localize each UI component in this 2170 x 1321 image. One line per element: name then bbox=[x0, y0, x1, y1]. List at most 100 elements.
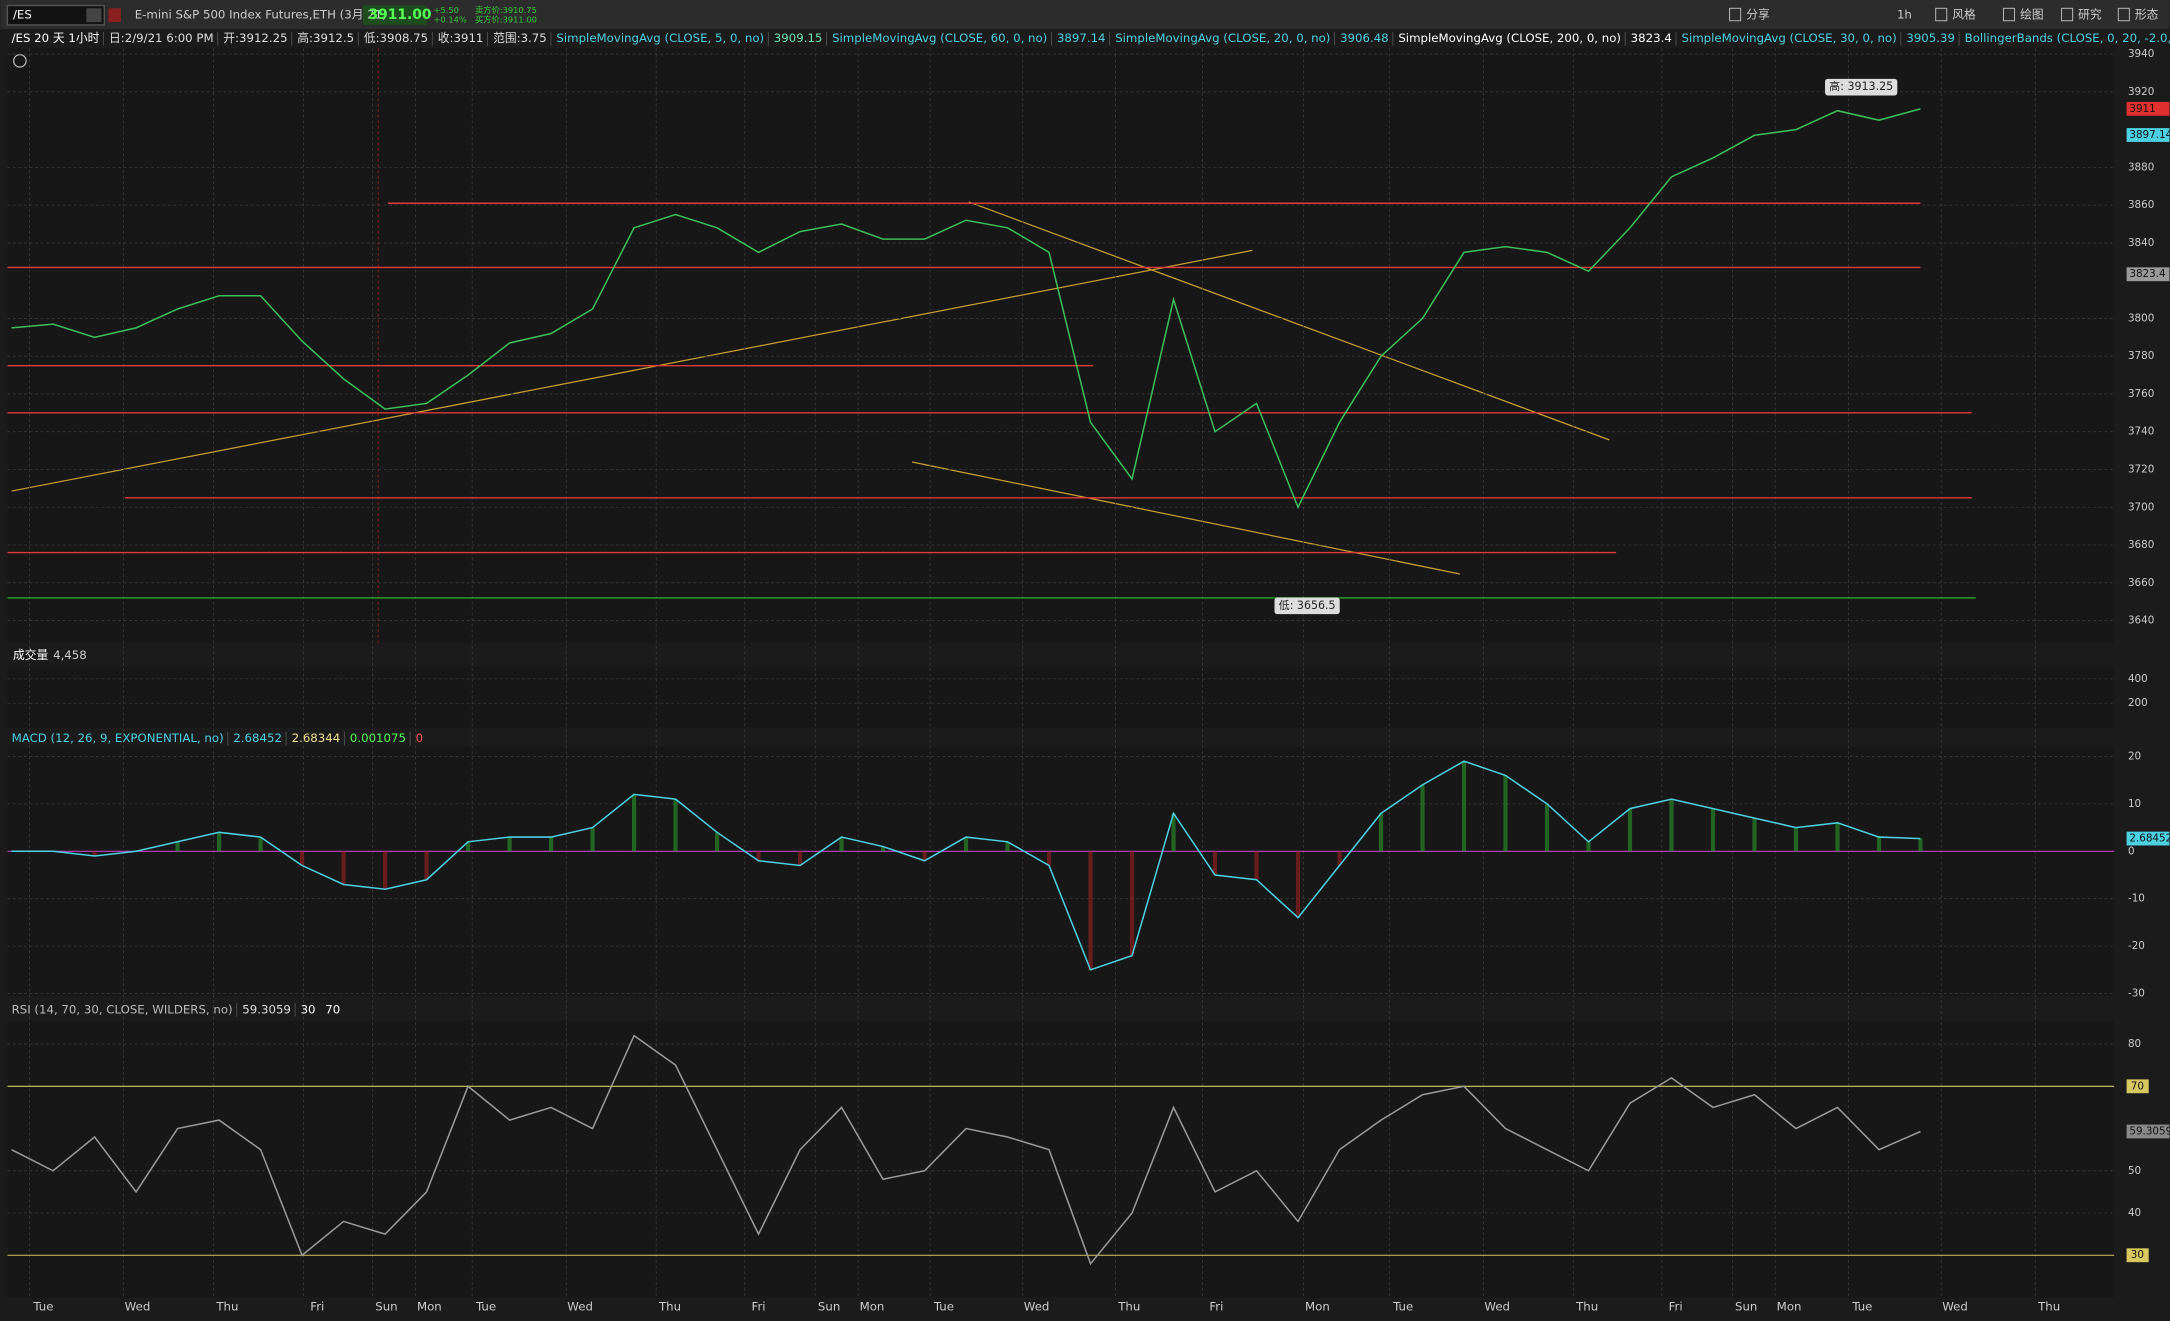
change-pct: +0.14% bbox=[433, 15, 466, 25]
macd-hist bbox=[1005, 841, 1010, 852]
macd-hist bbox=[1544, 803, 1550, 852]
toolbar-button[interactable]: 绘图 bbox=[2020, 8, 2044, 22]
rsi-marker-label: 59.3059 bbox=[2129, 1125, 2170, 1137]
y-tick-label: 50 bbox=[2128, 1165, 2141, 1177]
rsi-marker bbox=[2126, 1124, 2170, 1139]
study-label: 收:3911 bbox=[438, 31, 484, 45]
price-marker-label: 3911 bbox=[2129, 103, 2155, 115]
symbol-dropdown[interactable] bbox=[86, 8, 102, 23]
y-tick-label: 3800 bbox=[2128, 312, 2154, 324]
macd-hist bbox=[1378, 813, 1384, 852]
macd-hist bbox=[673, 799, 678, 852]
study-label: RSI (14, 70, 30, CLOSE, WILDERS, no) bbox=[12, 1002, 233, 1016]
macd-hist bbox=[1752, 818, 1757, 852]
rsi-level-marker bbox=[2126, 1248, 2149, 1263]
y-tick-label: -20 bbox=[2128, 940, 2145, 952]
y-tick-label: 10 bbox=[2128, 798, 2141, 810]
ask: 卖方价:3910.75 bbox=[475, 5, 537, 15]
symbol: /ES bbox=[13, 8, 32, 22]
macd-hist bbox=[1337, 851, 1342, 866]
time-label: Sun bbox=[818, 1300, 840, 1314]
toolbar-icon[interactable] bbox=[2117, 7, 2130, 22]
macd-hist bbox=[424, 851, 429, 880]
study-label: 开:3912.25 bbox=[223, 31, 287, 45]
macd-hist bbox=[1461, 761, 1467, 852]
y-tick-label: 3940 bbox=[2128, 48, 2154, 60]
macd-marker bbox=[2126, 831, 2170, 846]
toolbar-icon[interactable] bbox=[1935, 7, 1948, 22]
toolbar-button[interactable]: 风格 bbox=[1952, 8, 1976, 22]
trend-line bbox=[968, 201, 1610, 441]
extreme-label: 高: 3913.25 bbox=[1829, 79, 1893, 93]
study-label: 2.68452 bbox=[233, 731, 282, 745]
macd-hist bbox=[714, 832, 720, 852]
macd-marker-label: 2.68452 bbox=[2129, 833, 2170, 845]
y-tick-label: 3700 bbox=[2128, 501, 2154, 513]
toolbar-icon[interactable] bbox=[1729, 7, 1742, 22]
macd-hist bbox=[1669, 799, 1674, 852]
macd-hist bbox=[341, 851, 346, 885]
y-tick-label: 3760 bbox=[2128, 388, 2154, 400]
price-marker bbox=[2126, 128, 2170, 142]
macd-hist bbox=[963, 837, 969, 852]
toolbar-icon[interactable] bbox=[2061, 7, 2074, 22]
macd-hist bbox=[1212, 851, 1218, 876]
info-icon[interactable] bbox=[13, 54, 27, 68]
last-price: 3911.00 bbox=[368, 7, 431, 23]
study-label: 高:3912.5 bbox=[297, 31, 354, 45]
y-tick-label: 3840 bbox=[2128, 237, 2154, 249]
y-tick-label: 3880 bbox=[2128, 161, 2154, 173]
symbol-box[interactable] bbox=[6, 4, 105, 26]
macd-hist bbox=[507, 837, 512, 852]
macd-hist bbox=[175, 841, 180, 852]
study-label: 2.68344 bbox=[292, 731, 341, 745]
y-tick-label: 80 bbox=[2128, 1038, 2141, 1050]
y-tick-label: -30 bbox=[2128, 988, 2145, 1000]
macd-hist bbox=[1046, 851, 1052, 866]
y-tick-label: 3920 bbox=[2128, 86, 2154, 98]
interval[interactable]: 1h bbox=[1897, 8, 1912, 22]
macd-hist bbox=[756, 851, 761, 861]
extreme-box bbox=[1274, 597, 1340, 615]
macd-hist bbox=[922, 851, 927, 861]
y-tick-label: 200 bbox=[2128, 697, 2148, 709]
study-label: SimpleMovingAvg (CLOSE, 30, 0, no) bbox=[1681, 31, 1896, 45]
macd-hist bbox=[1627, 808, 1633, 852]
toolbar-button[interactable]: 分享 bbox=[1746, 8, 1770, 22]
price-pane bbox=[7, 48, 2115, 644]
trend-line bbox=[11, 249, 1253, 492]
macd-hist bbox=[880, 846, 886, 852]
macd-hist bbox=[1420, 784, 1425, 852]
time-label: Tue bbox=[32, 1300, 53, 1314]
macd-hist bbox=[383, 851, 388, 890]
change: +5.50 bbox=[433, 5, 458, 15]
rsi-pane bbox=[7, 1020, 2115, 1298]
rsi-level-marker bbox=[2126, 1079, 2149, 1094]
price-marker-label: 3823.4 bbox=[2129, 268, 2166, 280]
y-tick-label: -10 bbox=[2128, 893, 2145, 905]
toolbar-icon[interactable] bbox=[2002, 7, 2016, 22]
toolbar-button[interactable]: 形态 bbox=[2135, 8, 2159, 22]
study-label: 30 bbox=[301, 1002, 316, 1016]
time-label: Mon bbox=[417, 1300, 442, 1314]
toolbar bbox=[0, 0, 2170, 30]
y-tick-label: 3720 bbox=[2128, 463, 2154, 475]
macd-hist bbox=[590, 827, 595, 852]
time-label: Wed bbox=[1942, 1300, 1968, 1314]
macd-hist bbox=[1586, 841, 1591, 852]
time-label: Fri bbox=[752, 1300, 766, 1314]
study-label: 3823.4 bbox=[1631, 31, 1672, 45]
macd-hist bbox=[1835, 822, 1840, 852]
study-label: SimpleMovingAvg (CLOSE, 200, 0, no) bbox=[1398, 31, 1621, 45]
macd-hist bbox=[1793, 827, 1799, 852]
link-button[interactable] bbox=[108, 8, 121, 23]
time-label: Mon bbox=[860, 1300, 885, 1314]
price-marker bbox=[2126, 101, 2170, 116]
time-label: Fri bbox=[310, 1300, 324, 1314]
last-box bbox=[362, 5, 427, 25]
macd-hist bbox=[92, 851, 97, 857]
study-label: 3906.48 bbox=[1340, 31, 1389, 45]
study-label: 70 bbox=[325, 1002, 340, 1016]
toolbar-button[interactable]: 研究 bbox=[2078, 8, 2102, 22]
